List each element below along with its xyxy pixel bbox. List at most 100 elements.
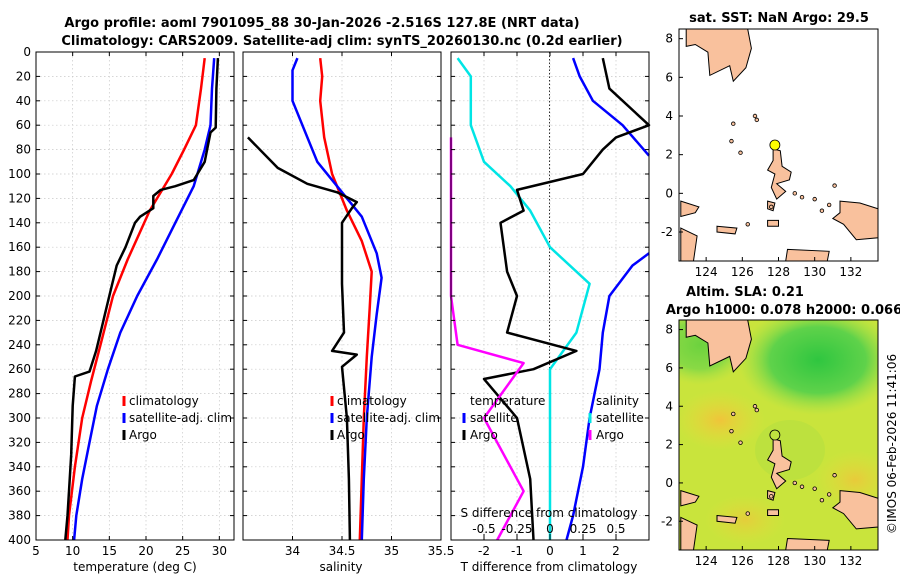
x-tick-label: 132 [839,265,862,279]
x-tick-label: 126 [731,554,754,568]
islet [752,404,758,409]
islet [832,473,837,478]
x-tick-label: 124 [695,554,718,568]
islet [738,150,743,155]
y-tick-label: 6 [665,70,673,84]
difference-legend-t: temperature satellite Argo [462,394,545,442]
x-tick-label: 35.5 [428,544,455,558]
x-tick-label: 1 [579,544,587,558]
t-diff-xlabel: T difference from climatology [460,560,638,574]
land-mass [685,28,752,83]
legend-s-satellite: satellite [596,411,644,425]
islet [745,511,750,516]
islet [729,138,734,144]
s-x-tick-label: 0 [546,522,554,536]
legend-salinity: salinity [596,394,639,408]
y-tick-label: 2 [665,148,673,162]
y-tick-label: -2 [661,225,673,239]
x-tick-label: 126 [731,265,754,279]
land-mass [785,248,830,262]
y-tick-label: 0 [23,45,31,59]
x-tick-label: 124 [695,265,718,279]
x-tick-label: 2 [612,544,620,558]
temperature-xlabel: temperature (deg C) [73,560,196,574]
islet [754,117,759,123]
x-tick-label: 132 [839,554,862,568]
sst-map: sat. SST: NaN Argo: 29.5 124 126 128 130 132… [661,11,879,279]
series-climatology [66,57,206,541]
salinity-panel: 34 34.5 35 35.5 salinity climatology satell… [242,51,455,574]
y-tick-label: 260 [8,362,31,376]
x-tick-label: -2 [478,544,490,558]
y-tick-label: 120 [8,191,31,205]
y-tick-label: 380 [8,509,31,523]
series-t-sat-clim-deep [565,252,650,541]
temperature-panel: 0 20 40 60 80 100 120 140 160 180 200 220 240 260 280 3… [8,45,235,574]
y-tick-label: 180 [8,265,31,279]
islet [754,407,759,413]
y-tick-label: 80 [16,143,31,157]
islet [731,411,736,417]
land-mass [766,438,792,490]
y-tick-label: 220 [8,313,31,327]
y-tick-label: 0 [665,476,673,490]
islet [819,497,825,503]
legend-t-satellite: satellite [470,411,518,425]
s-x-tick-label: -0.25 [501,522,532,536]
x-tick-label: 34.5 [329,544,356,558]
sla-map-title-line2: Argo h1000: 0.078 h2000: 0.066 [666,303,900,318]
salinity-xlabel: salinity [319,560,362,574]
y-tick-label: 60 [16,118,31,132]
sla-float-marker [769,429,781,441]
y-tick-label: 160 [8,240,31,254]
legend-argo: Argo [129,428,157,442]
land-mass [767,509,779,516]
series-t-argo-clim [482,57,651,541]
islet [826,492,832,497]
islet [819,208,825,213]
islet [745,222,750,227]
land-mass [831,490,879,530]
s-x-tick-label: 0.5 [606,522,625,536]
legend-satellite: satellite-adj. clim [129,411,232,425]
land-mass [680,489,700,507]
x-tick-label: 10 [65,544,80,558]
legend-s-argo: Argo [596,428,624,442]
sla-map: Altim. SLA: 0.21 Argo h1000: 0.078 h2000… [661,285,900,568]
x-tick-label: -1 [511,544,523,558]
islet [799,194,805,200]
series-s-argo-clim [449,137,525,541]
sst-float-marker [769,139,781,151]
x-tick-label: 30 [212,544,227,558]
islet [769,204,774,210]
islet [769,494,774,499]
islet [792,191,797,196]
legend-climatology: climatology [337,394,407,408]
land-mass [685,319,752,373]
salinity-legend: climatology satellite-adj. clim Argo [330,394,440,442]
islet [752,113,758,119]
series-climatology [318,57,373,541]
x-tick-label: 25 [175,544,190,558]
series-satellite-adj-clim [72,58,216,541]
series-t-sat-clim [571,57,650,157]
islet [812,196,817,202]
land-mass [766,148,792,200]
legend-temperature: temperature [470,394,545,408]
figure-title-line2: Climatology: CARS2009. Satellite-adj cli… [61,34,622,49]
y-tick-label: 20 [16,69,31,83]
y-tick-label: 40 [16,94,31,108]
x-tick-label: 128 [767,265,790,279]
y-tick-label: 140 [8,216,31,230]
islet [812,486,817,491]
islet [826,202,832,208]
y-tick-label: 4 [665,109,673,123]
sla-map-title-line1: Altim. SLA: 0.21 [686,285,804,300]
islet [731,121,736,126]
y-tick-label: 360 [8,484,31,498]
imos-watermark: ©IMOS 06-Feb-2026 11:41:06 [885,354,899,534]
y-tick-label: 400 [8,533,31,547]
legend-t-argo: Argo [470,428,498,442]
difference-panel: -2 -1 0 1 2 -0.5 -0.25 0 0.25 0.5 S difference fr… [449,51,651,574]
